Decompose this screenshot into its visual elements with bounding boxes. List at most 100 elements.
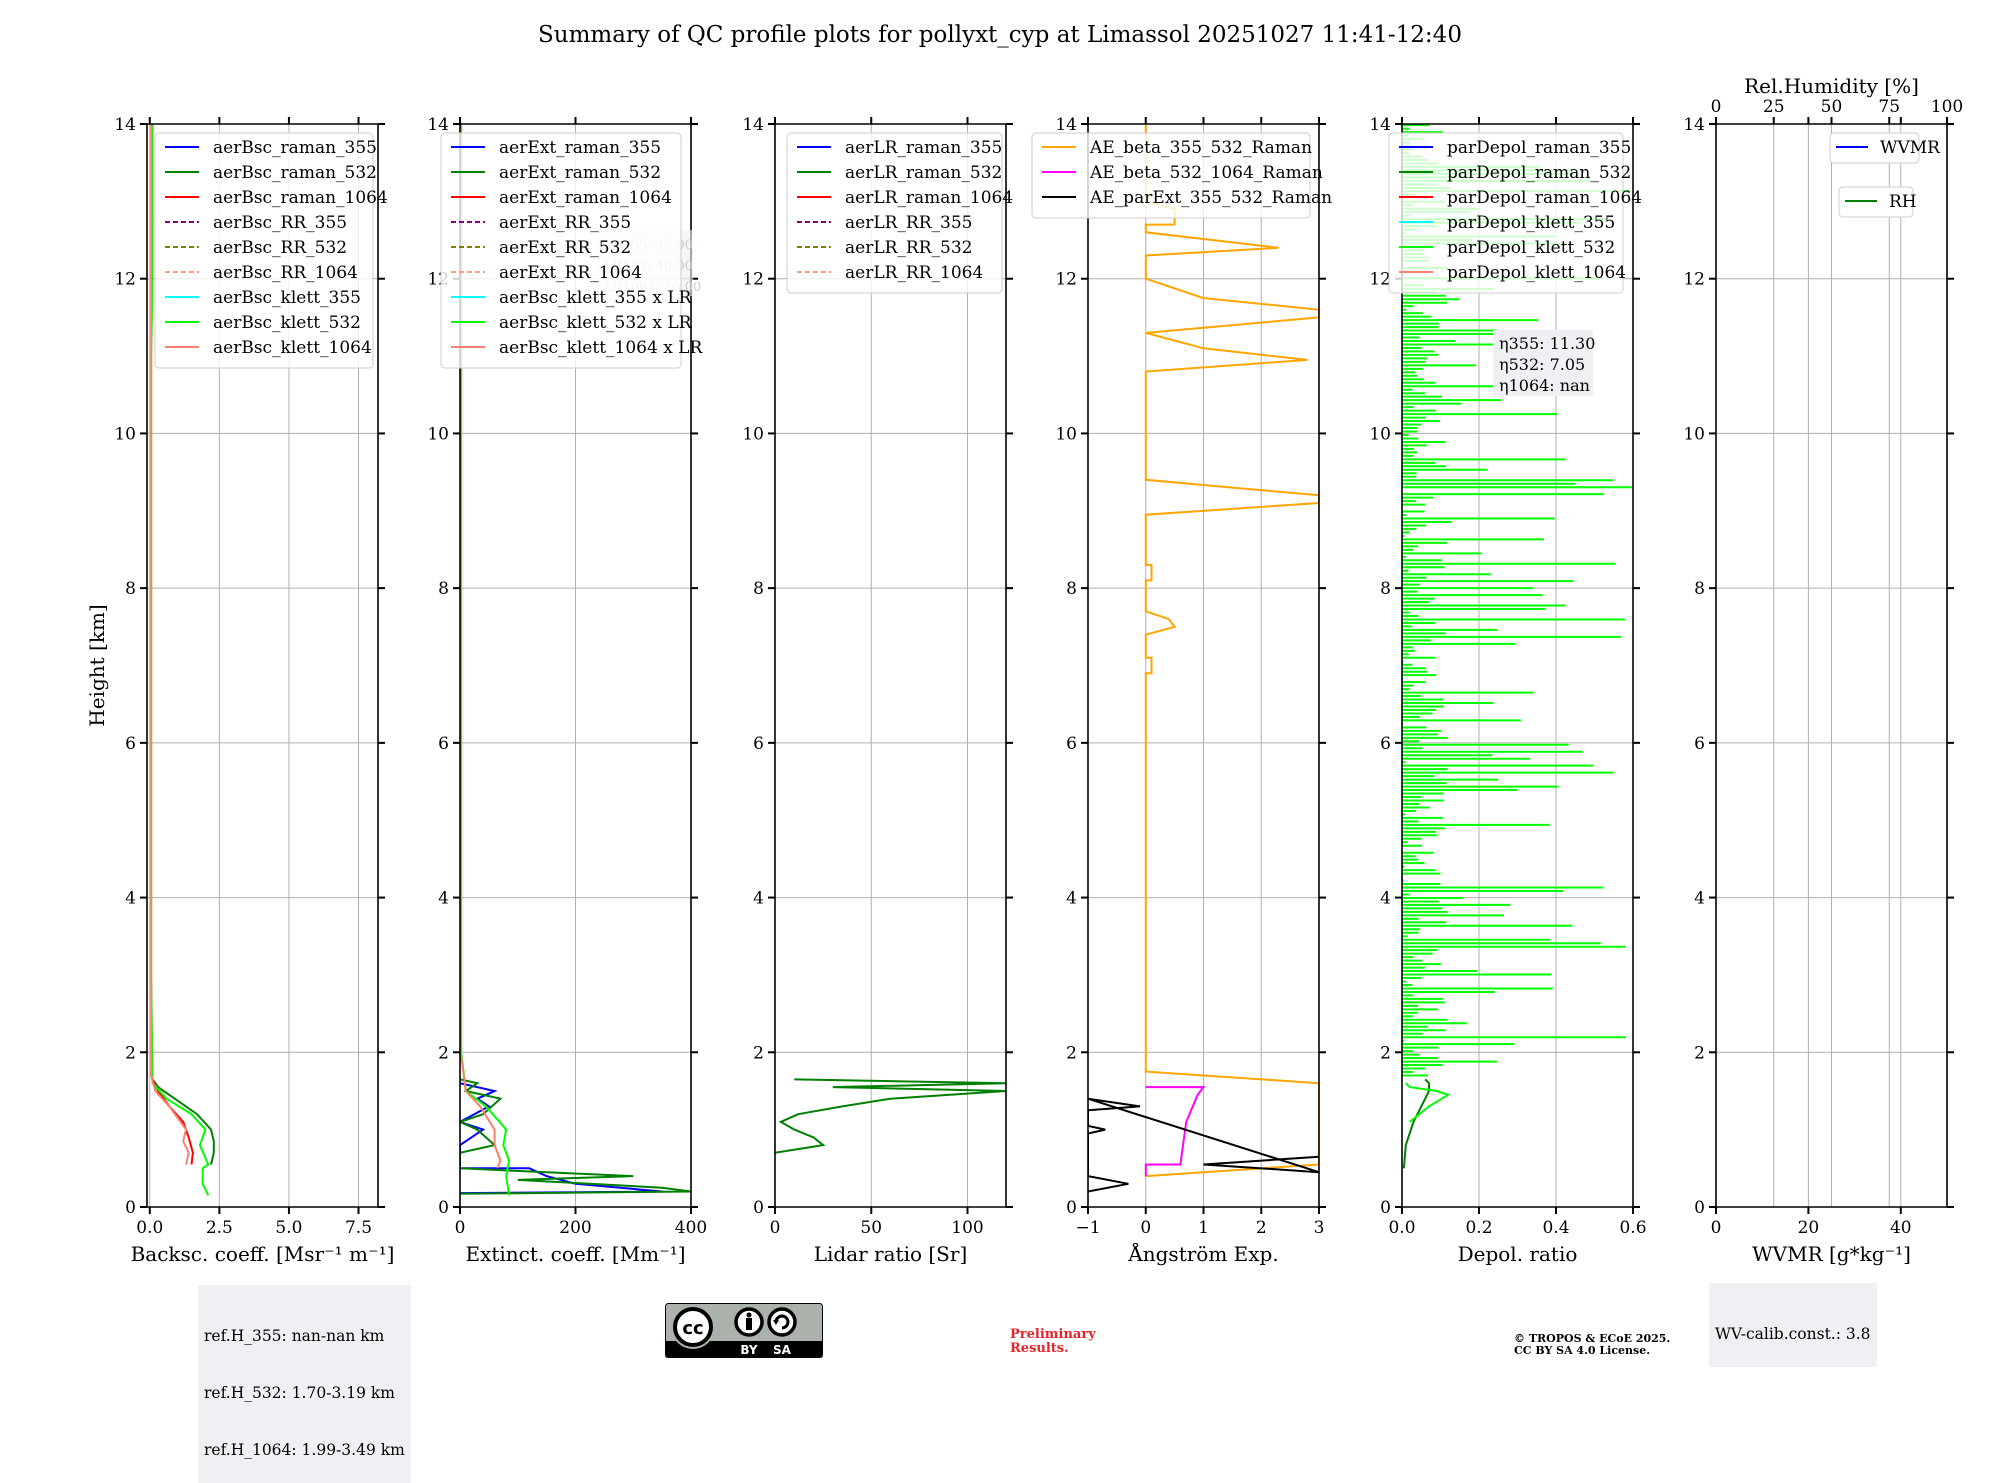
- figure-title: Summary of QC profile plots for pollyxt_…: [538, 22, 1462, 48]
- legend-label: parDepol_klett_532: [1447, 238, 1615, 258]
- legend-label: aerBsc_RR_532: [213, 238, 347, 258]
- panel-wvmr: 0 20 40 0 2 4 6 8 10 12 14 WVMR [g*kg⁻¹] 0 25 50 75 100 R…: [1683, 74, 1963, 1266]
- legend-label: aerLR_RR_355: [845, 213, 972, 233]
- y-tick-label: 10: [427, 424, 449, 444]
- y-tick-label: 6: [1066, 734, 1077, 754]
- x-tick-label: 0.4: [1542, 1218, 1569, 1238]
- y-tick-label: 4: [1380, 889, 1391, 909]
- y-tick-label: 4: [438, 889, 449, 909]
- y-tick-label: 8: [753, 579, 764, 599]
- x-tick-label: 50: [860, 1218, 882, 1238]
- x-axis-label: Depol. ratio: [1458, 1242, 1578, 1266]
- x-tick-label: 2.5: [206, 1218, 233, 1238]
- x-axis-label: Backsc. coeff. [Msr⁻¹ m⁻¹]: [131, 1242, 395, 1266]
- legend-box: [440, 132, 682, 369]
- legend-label: AE_parExt_355_532_Raman: [1089, 188, 1332, 208]
- y-tick-label: 2: [1066, 1043, 1077, 1063]
- reference-height-box: ref.H_355: nan-nan km ref.H_532: 1.70-3.…: [198, 1285, 411, 1483]
- annotation-text: η1064: nan: [1499, 376, 1590, 395]
- legend-label: aerBsc_RR_355: [213, 213, 347, 233]
- top-x-tick-label: 75: [1878, 97, 1900, 117]
- panel-lidar_ratio: 0 50 100 0 2 4 6 8 10 12 14 Lidar ratio [Sr] aerLR_r…: [742, 115, 1013, 1266]
- x-tick-label: 0.0: [136, 1218, 163, 1238]
- y-tick-label: 4: [1694, 889, 1705, 909]
- y-tick-label: 2: [125, 1043, 136, 1063]
- legend-label: RH: [1889, 192, 1917, 212]
- by-label: BY: [740, 1343, 757, 1357]
- y-tick-label: 14: [1683, 115, 1705, 135]
- cc-icon: cc: [682, 1318, 703, 1339]
- y-tick-label: 14: [1369, 115, 1391, 135]
- legend-label: aerLR_RR_1064: [845, 263, 983, 283]
- y-tick-label: 14: [742, 115, 764, 135]
- series-group: [1402, 124, 1632, 1169]
- sa-label: SA: [773, 1343, 792, 1357]
- legend-label: aerExt_RR_355: [499, 213, 631, 233]
- x-tick-label: 200: [559, 1218, 591, 1238]
- legend-label: AE_beta_532_1064_Raman: [1089, 163, 1323, 183]
- y-tick-label: 0: [438, 1198, 449, 1218]
- y-tick-label: 8: [1066, 579, 1077, 599]
- series-aerExt_raman_532: [460, 1078, 691, 1195]
- legend-label: parDepol_raman_532: [1447, 163, 1631, 183]
- x-tick-label: 3: [1314, 1218, 1325, 1238]
- wv-calib-const: WV-calib.const.: 3.8: [1715, 1325, 1871, 1343]
- x-tick-label: 40: [1890, 1218, 1912, 1238]
- legend-label: aerBsc_klett_1064: [213, 338, 372, 358]
- legend-box: [786, 132, 1003, 294]
- series-AE_parExt_355_532_Raman: [1088, 1097, 1319, 1193]
- y-tick-label: 12: [742, 270, 764, 290]
- panel-backscatter: 0.0 2.5 5.0 7.5 0 2 4 6 8 10 12 14 Backsc. coeff. [M…: [85, 115, 394, 1266]
- y-tick-label: 0: [1380, 1198, 1391, 1218]
- legend-label: aerExt_raman_355: [499, 138, 661, 158]
- x-tick-label: 0.2: [1465, 1218, 1492, 1238]
- legend-label: aerLR_raman_355: [845, 138, 1002, 158]
- y-tick-label: 0: [753, 1198, 764, 1218]
- copyright-note: © TROPOS & ECoE 2025. CC BY SA 4.0 Licen…: [1514, 1333, 1670, 1357]
- annotation-text: η532: 7.05: [1499, 355, 1585, 374]
- legend-label: aerExt_raman_1064: [499, 188, 672, 208]
- copyright-line-1: © TROPOS & ECoE 2025.: [1514, 1332, 1671, 1345]
- legend-label: aerExt_raman_532: [499, 163, 661, 183]
- y-tick-label: 12: [1683, 270, 1705, 290]
- y-tick-label: 12: [114, 270, 136, 290]
- y-tick-label: 4: [125, 889, 136, 909]
- legend-label: aerLR_RR_532: [845, 238, 972, 258]
- legend-label: parDepol_raman_1064: [1447, 188, 1642, 208]
- legend-label: aerBsc_raman_355: [213, 138, 377, 158]
- series-parDepol_klett_532: [1405, 1082, 1451, 1123]
- legend-label: AE_beta_355_532_Raman: [1089, 138, 1312, 158]
- series-aerLR_raman_532: [775, 1078, 1006, 1154]
- y-tick-label: 6: [1694, 734, 1705, 754]
- x-tick-label: 100: [951, 1218, 983, 1238]
- y-tick-label: 14: [1055, 115, 1077, 135]
- x-tick-label: 2: [1256, 1218, 1267, 1238]
- legend-label: aerBsc_raman_1064: [213, 188, 388, 208]
- series-group: [775, 1078, 1006, 1154]
- legend-box: [1031, 132, 1311, 219]
- cc-by-sa-badge: cc BY SA: [665, 1303, 823, 1358]
- top-x-tick-label: 50: [1821, 97, 1843, 117]
- series-AE_beta_355_532_Raman: [1144, 124, 1319, 1178]
- wv-calib-box: WV-calib.const.: 3.8: [1709, 1283, 1877, 1367]
- y-tick-label: 6: [1380, 734, 1391, 754]
- x-tick-label: 1: [1198, 1218, 1209, 1238]
- y-tick-label: 10: [1055, 424, 1077, 444]
- top-x-axis-label: Rel.Humidity [%]: [1744, 74, 1919, 98]
- y-tick-label: 10: [742, 424, 764, 444]
- series-group: [1088, 124, 1319, 1193]
- x-tick-label: 20: [1798, 1218, 1820, 1238]
- panel-depolarization: 0.0 0.2 0.4 0.6 0 2 4 6 8 10 12 14 Depol. ratio η355:…: [1369, 115, 1646, 1266]
- y-tick-label: 2: [1694, 1043, 1705, 1063]
- copyright-line-2: CC BY SA 4.0 License.: [1514, 1344, 1651, 1357]
- y-tick-label: 12: [1055, 270, 1077, 290]
- y-tick-label: 10: [1683, 424, 1705, 444]
- annotation-text: η355: 11.30: [1499, 334, 1595, 353]
- y-tick-label: 8: [1380, 579, 1391, 599]
- y-tick-label: 0: [1066, 1198, 1077, 1218]
- y-tick-label: 8: [438, 579, 449, 599]
- legend-box: [1829, 132, 1920, 164]
- legend-box: [154, 132, 374, 369]
- legend-label: parDepol_klett_355: [1447, 213, 1615, 233]
